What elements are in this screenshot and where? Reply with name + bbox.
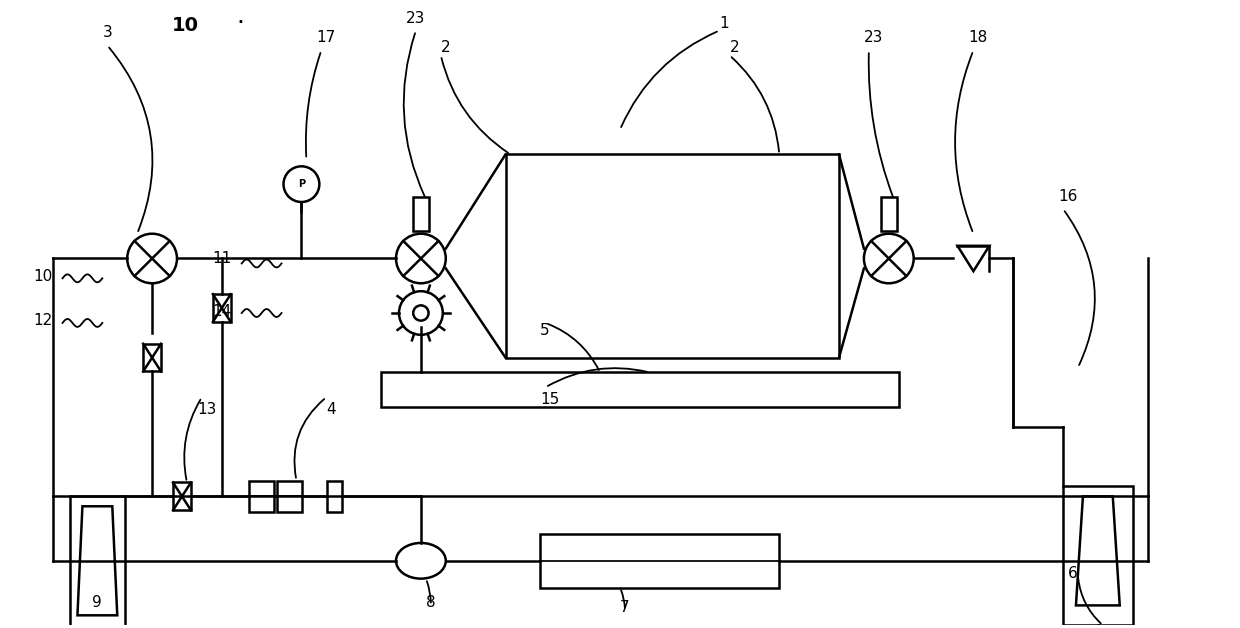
Bar <box>541 534 779 588</box>
Text: 17: 17 <box>316 30 336 45</box>
Bar <box>327 480 342 512</box>
Text: 23: 23 <box>405 11 425 26</box>
Bar <box>69 496 125 628</box>
Bar <box>413 197 429 231</box>
Bar <box>249 480 274 512</box>
Text: 7: 7 <box>620 600 630 615</box>
Text: ·: · <box>237 11 244 36</box>
Text: 2: 2 <box>440 40 450 55</box>
Text: 12: 12 <box>33 313 52 328</box>
Text: 5: 5 <box>541 323 551 338</box>
Text: 13: 13 <box>197 402 216 417</box>
Text: 3: 3 <box>103 26 112 40</box>
Bar <box>1063 487 1132 625</box>
Text: 14: 14 <box>212 303 232 318</box>
Text: 23: 23 <box>864 30 883 45</box>
Text: 16: 16 <box>1058 189 1078 204</box>
Bar <box>381 372 899 407</box>
Text: 15: 15 <box>541 392 559 408</box>
Bar <box>213 294 231 322</box>
Text: 10: 10 <box>33 269 52 284</box>
Text: 10: 10 <box>172 16 198 36</box>
Text: 9: 9 <box>93 595 102 610</box>
Bar <box>143 344 161 372</box>
Text: 4: 4 <box>326 402 336 417</box>
Text: 2: 2 <box>729 40 739 55</box>
Text: 18: 18 <box>968 30 988 45</box>
Bar <box>506 154 839 357</box>
Bar <box>880 197 897 231</box>
Bar <box>277 480 301 512</box>
Text: 8: 8 <box>427 595 435 610</box>
Text: P: P <box>298 179 305 189</box>
Text: 1: 1 <box>719 16 729 31</box>
Bar <box>174 482 191 510</box>
Text: 11: 11 <box>212 251 232 266</box>
Text: 6: 6 <box>1068 566 1078 581</box>
